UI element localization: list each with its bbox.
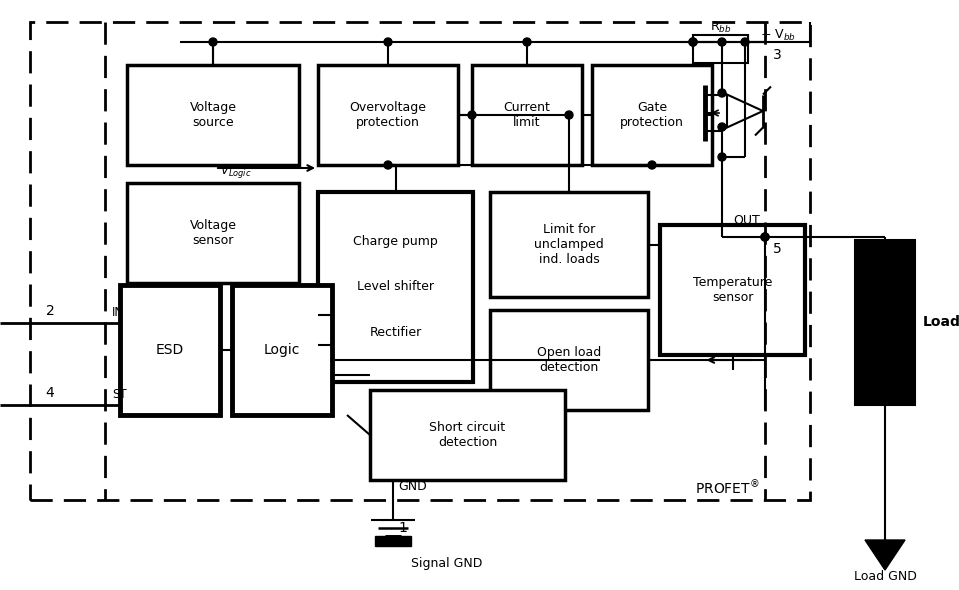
Bar [318,65,458,165]
Circle shape [209,38,217,46]
Text: Short circuit
detection: Short circuit detection [430,421,505,449]
Text: GND: GND [398,480,427,493]
Text: Signal GND: Signal GND [411,556,482,569]
Text: PROFET$^{\circledR}$: PROFET$^{\circledR}$ [695,479,760,497]
Text: Voltage
sensor: Voltage sensor [190,219,237,247]
Circle shape [741,38,749,46]
Bar [490,192,648,297]
Bar [472,65,582,165]
Text: 2: 2 [46,304,55,318]
Text: ST: ST [112,388,127,402]
Bar [127,65,299,165]
Bar [660,225,805,355]
Text: 5: 5 [773,242,782,256]
Text: Logic: Logic [264,343,300,357]
Circle shape [718,153,726,161]
Bar [375,536,411,546]
Text: 1: 1 [398,521,407,535]
Bar [490,310,648,410]
Text: R$_{bb}$: R$_{bb}$ [710,19,732,35]
Text: Rectifier: Rectifier [369,326,422,339]
Circle shape [689,38,697,46]
Bar [592,65,712,165]
Bar [232,285,332,415]
Text: Overvoltage
protection: Overvoltage protection [349,101,427,129]
Text: Limit for
unclamped
ind. loads: Limit for unclamped ind. loads [534,223,604,266]
Text: 3: 3 [773,48,782,62]
Text: Voltage
source: Voltage source [190,101,237,129]
Bar [370,390,565,480]
Bar [855,240,915,405]
Circle shape [648,161,656,169]
Text: Charge pump: Charge pump [353,235,438,248]
Bar [693,35,748,63]
Circle shape [761,233,769,241]
Circle shape [384,161,392,169]
Circle shape [718,89,726,97]
Text: Load: Load [923,316,959,329]
Circle shape [761,233,769,241]
Text: 4: 4 [46,386,55,400]
Circle shape [565,111,573,119]
Circle shape [384,38,392,46]
Text: + V$_{bb}$: + V$_{bb}$ [760,28,796,42]
Text: Current
limit: Current limit [503,101,550,129]
Circle shape [718,123,726,131]
Circle shape [468,111,476,119]
Bar [318,192,473,382]
Polygon shape [865,540,905,570]
Text: Temperature
sensor: Temperature sensor [692,276,772,304]
Bar [127,183,299,283]
Text: Level shifter: Level shifter [357,280,434,293]
Text: Load GND: Load GND [854,571,917,584]
Circle shape [689,38,697,46]
Text: Open load
detection: Open load detection [537,346,601,374]
Text: ESD: ESD [156,343,184,357]
Text: Gate
protection: Gate protection [620,101,684,129]
Text: IN: IN [112,306,124,320]
Bar [120,285,220,415]
Text: $V_{Logic}$: $V_{Logic}$ [220,163,251,181]
Text: OUT: OUT [734,214,760,227]
Bar [30,22,810,500]
Circle shape [718,38,726,46]
Circle shape [523,38,531,46]
